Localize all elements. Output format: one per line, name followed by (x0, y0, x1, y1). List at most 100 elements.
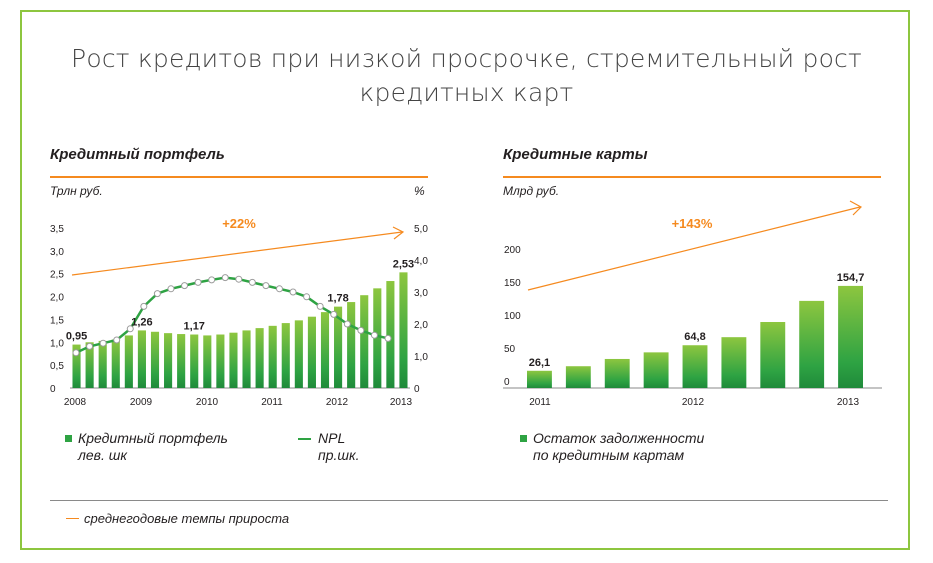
left-x-tick-label: 2010 (196, 397, 219, 408)
right-trend-label: +143% (672, 216, 713, 231)
portfolio-bar (229, 332, 238, 388)
npl-point (303, 293, 311, 301)
npl-point (72, 349, 80, 357)
npl-point (316, 302, 324, 310)
cards-bar (721, 337, 747, 388)
cards-bar (565, 366, 591, 388)
left-x-tick-label: 2008 (64, 397, 87, 408)
right-y-tick-label: 4,0 (414, 256, 428, 267)
left-section-rule (50, 176, 428, 178)
npl-point (208, 276, 216, 284)
left-unit-label: Трлн руб. (50, 184, 103, 198)
npl-point (289, 288, 297, 296)
chart-frame (20, 10, 910, 550)
portfolio-bar (85, 342, 94, 388)
portfolio-bar (190, 334, 199, 388)
portfolio-legend-line-1: Кредитный портфель (78, 430, 228, 446)
npl-point (153, 290, 161, 298)
left-trend-label: +22% (222, 216, 256, 231)
npl-point (330, 310, 338, 318)
portfolio-bar (268, 325, 277, 388)
npl-point (86, 342, 94, 350)
left-x-tick-label: 2011 (261, 397, 283, 408)
cards-x-tick-label: 2012 (682, 397, 705, 408)
npl-point (181, 282, 189, 290)
portfolio-bar (334, 306, 343, 388)
cards-x-tick-label: 2011 (529, 397, 551, 408)
cards-y-tick-label: 100 (504, 311, 521, 322)
cards-bar (604, 358, 630, 388)
npl-point (235, 275, 243, 283)
portfolio-bar (307, 316, 316, 388)
portfolio-data-label: 1,17 (184, 321, 205, 333)
portfolio-bar (203, 335, 212, 388)
trend-legend-label: среднегодовые темпы прироста (84, 511, 290, 526)
cards-bar (643, 352, 669, 388)
portfolio-bar (72, 344, 81, 388)
cards-legend-line-1: Остаток задолженности (533, 430, 705, 446)
left-y-tick-label: 1,5 (50, 315, 64, 326)
npl-point (99, 339, 107, 347)
left-unit-right-label: % (414, 184, 425, 198)
npl-point (384, 334, 392, 342)
npl-point (221, 274, 229, 282)
title-line-1: Рост кредитов при низкой просрочке, стре… (71, 44, 862, 73)
trend-legend-line (66, 518, 79, 519)
cards-y-tick-label: 150 (504, 278, 521, 289)
cards-data-label: 26,1 (529, 357, 550, 369)
cards-bar (838, 285, 863, 388)
cards-y-tick-label: 200 (504, 245, 521, 256)
left-trend-arrow (71, 231, 403, 276)
right-section-rule (503, 176, 881, 178)
left-section-title: Кредитный портфель (50, 146, 225, 163)
cards-legend-label: Остаток задолженности по кредитным карта… (533, 430, 704, 464)
title-line-2: кредитных карт (359, 78, 574, 107)
portfolio-bar (399, 272, 408, 388)
portfolio-bar (347, 302, 356, 388)
right-y-tick-label: 0 (414, 384, 420, 395)
cards-bar (799, 300, 825, 388)
npl-point (140, 302, 148, 310)
portfolio-bar (164, 333, 173, 388)
portfolio-legend-line-2: лев. шк (78, 447, 127, 463)
portfolio-bar (360, 295, 369, 388)
right-trend-arrowhead (849, 200, 862, 216)
npl-legend-label: NPL пр.шк. (318, 430, 360, 464)
npl-point (357, 326, 365, 334)
npl-legend-line (298, 438, 311, 440)
npl-point (262, 282, 270, 290)
right-y-tick-label: 2,0 (414, 320, 428, 331)
cards-data-label: 64,8 (684, 331, 705, 343)
footer-divider (50, 500, 888, 501)
portfolio-legend-swatch (65, 435, 72, 442)
portfolio-bar (242, 330, 251, 388)
portfolio-bar (150, 331, 160, 388)
cards-y-tick-label: 50 (504, 344, 516, 355)
right-y-tick-label: 3,0 (414, 288, 428, 299)
portfolio-bar (111, 339, 120, 388)
left-trend-arrowhead (392, 226, 405, 240)
npl-legend-line-2: пр.шк. (318, 447, 360, 463)
cards-bar (682, 345, 708, 388)
npl-legend-line-1: NPL (318, 430, 346, 446)
left-y-tick-label: 2,0 (50, 293, 64, 304)
portfolio-bar (124, 335, 133, 388)
left-x-tick-label: 2009 (130, 397, 153, 408)
left-y-tick-label: 0,5 (50, 361, 64, 372)
left-y-tick-label: 1,0 (50, 338, 64, 349)
portfolio-legend-label: Кредитный портфель лев. шк (78, 430, 228, 464)
portfolio-data-label: 1,26 (131, 316, 152, 328)
portfolio-bar (320, 312, 330, 388)
left-y-tick-label: 3,5 (50, 224, 64, 235)
portfolio-data-label: 2,53 (393, 258, 414, 270)
npl-point (113, 336, 121, 344)
portfolio-bar (177, 334, 186, 388)
portfolio-bar (373, 288, 382, 388)
cards-legend-swatch (520, 435, 527, 442)
right-unit-label: Млрд руб. (503, 184, 560, 198)
portfolio-bar (281, 323, 290, 388)
portfolio-bar (255, 328, 264, 388)
portfolio-bar (386, 281, 395, 388)
cards-bar (760, 322, 786, 388)
portfolio-bar (98, 340, 107, 388)
